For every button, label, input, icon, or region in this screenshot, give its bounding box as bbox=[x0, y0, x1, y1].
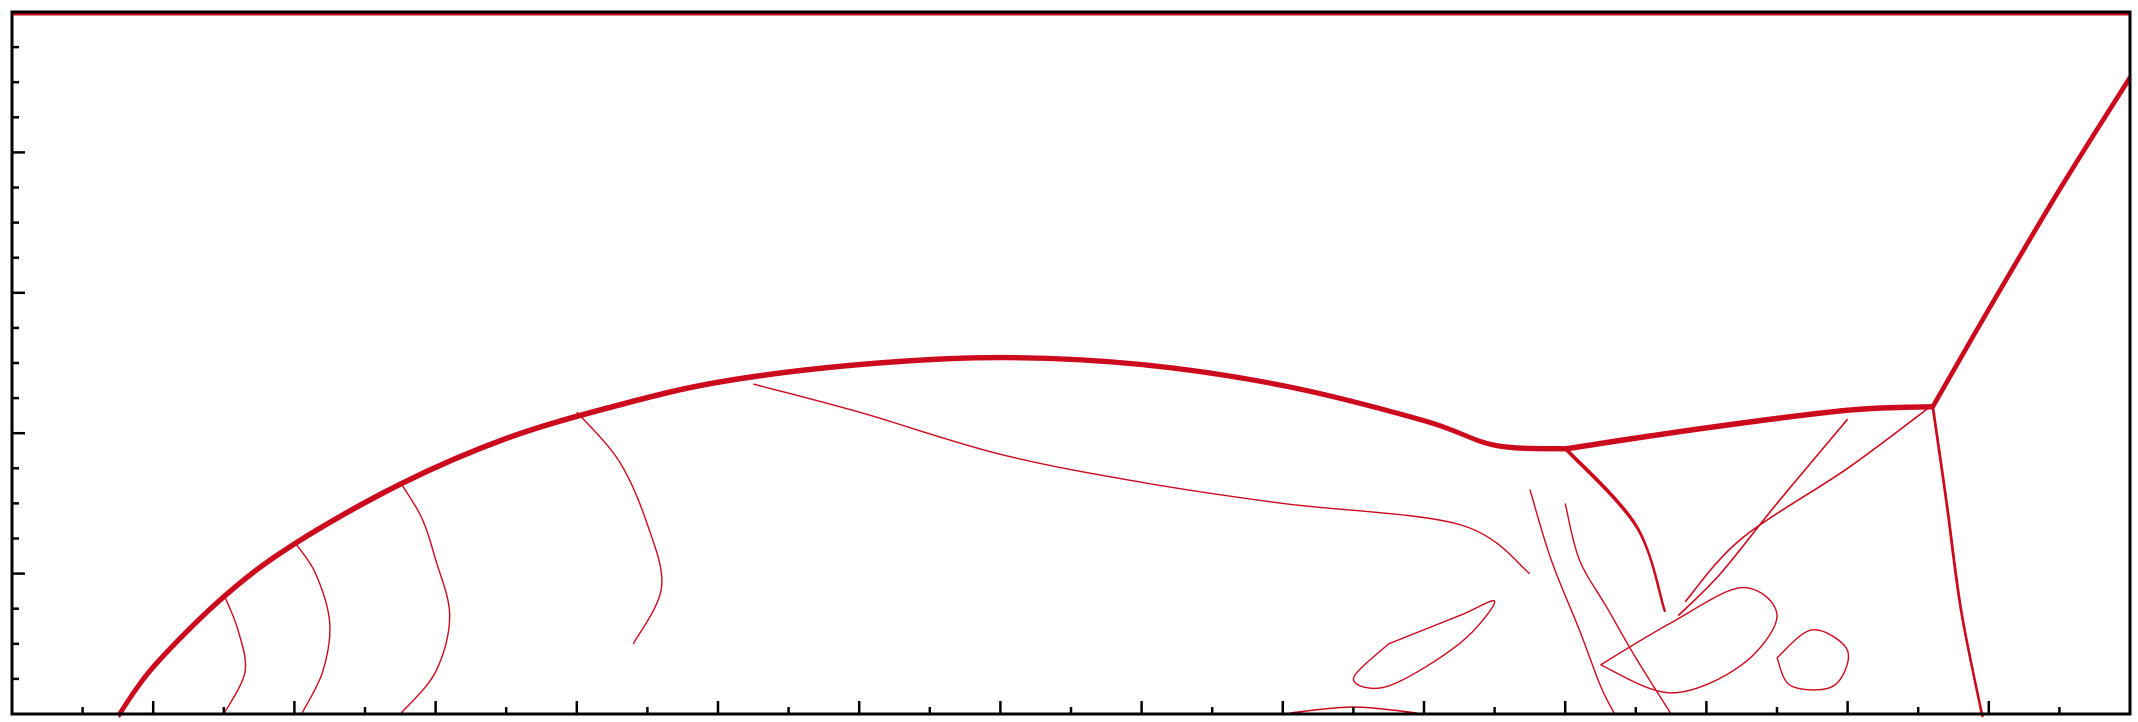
interior-contour-1 bbox=[293, 541, 331, 715]
reflected-shock-upper-contour-1 bbox=[1565, 405, 1933, 450]
interior-contour-6 bbox=[1600, 586, 1778, 694]
bow-shock-contour-1 bbox=[117, 356, 1566, 717]
reflected-shock-upper-contour-2 bbox=[1566, 407, 1934, 452]
inner-shock-contour-2 bbox=[1565, 449, 1667, 613]
mach-stem-contour-2 bbox=[1932, 408, 1984, 718]
slip-line-2-contour bbox=[1684, 404, 1933, 603]
interior-contour-2 bbox=[223, 594, 247, 715]
plot-frame bbox=[10, 10, 2132, 716]
interior-contour-4 bbox=[753, 383, 1531, 575]
inner-shock-contour-1 bbox=[1564, 448, 1666, 611]
bow-shock-contour bbox=[117, 354, 1566, 715]
interior-contour-7 bbox=[1776, 629, 1850, 691]
tick-layer bbox=[10, 10, 2132, 716]
inner-shock-contour bbox=[1564, 446, 1666, 610]
slip-line-1-contour bbox=[1677, 418, 1849, 617]
interior-contour-8 bbox=[1564, 503, 1672, 715]
bow-shock-contour-2 bbox=[118, 358, 1567, 718]
incident-oblique-shock-contour bbox=[1931, 74, 2131, 406]
interior-contour-5 bbox=[1352, 599, 1496, 689]
interior-contour-3 bbox=[576, 411, 663, 645]
incident-oblique-shock-contour-1 bbox=[1931, 76, 2132, 408]
interior-contour-9 bbox=[1529, 489, 1616, 715]
incident-oblique-shock-contour-2 bbox=[1932, 77, 2132, 409]
contour-layer bbox=[12, 12, 2132, 718]
interior-contour-0 bbox=[399, 481, 451, 715]
reflected-shock-upper-contour bbox=[1565, 404, 1933, 449]
